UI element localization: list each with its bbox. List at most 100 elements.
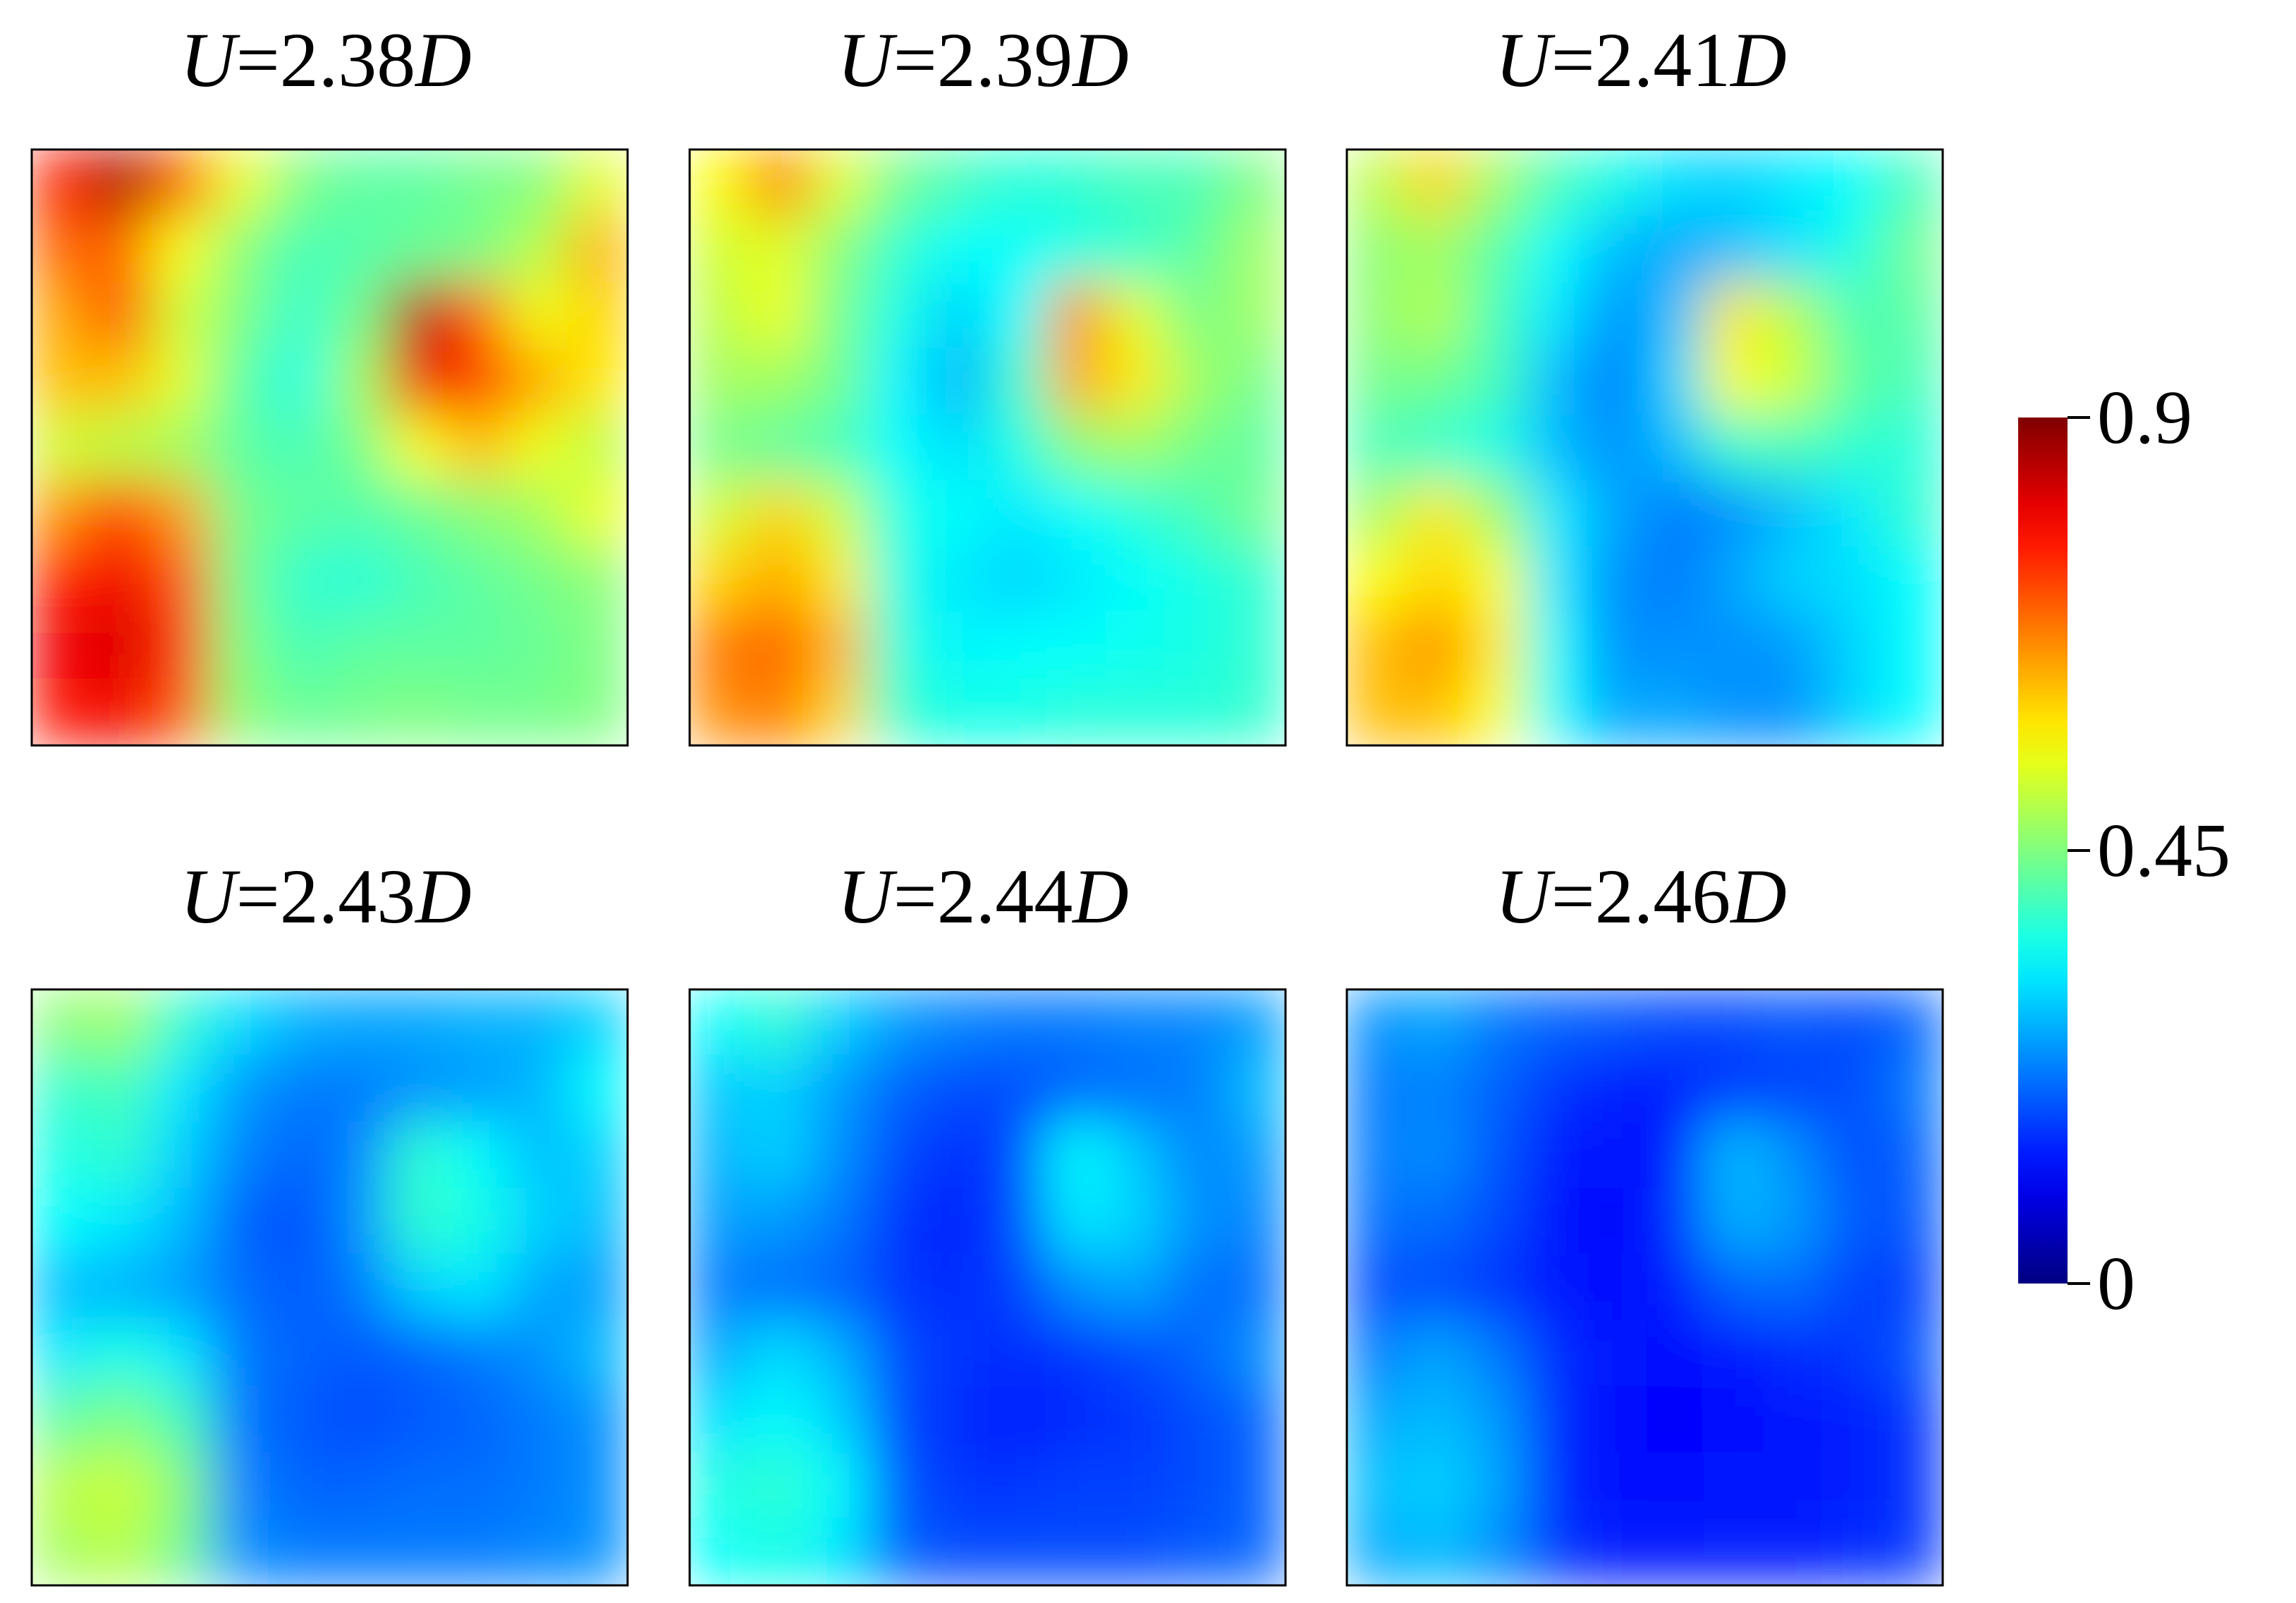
heatmap-cell: [927, 150, 989, 217]
heatmap-cell: [1644, 1386, 1705, 1454]
heatmap-cell: [567, 612, 628, 681]
heatmap-cell: [1347, 1054, 1407, 1123]
heatmap-cell: [329, 1518, 390, 1585]
heatmap-cell: [1525, 1121, 1586, 1189]
heatmap-cell: [1106, 413, 1167, 482]
heatmap-field: [690, 150, 1286, 745]
heatmap-cell: [1823, 989, 1884, 1056]
heatmap-cell: [269, 612, 331, 681]
heatmap-cell: [209, 1518, 271, 1585]
heatmap-cell: [1644, 480, 1705, 548]
heatmap-cell: [1704, 678, 1765, 745]
heatmap-cell: [748, 1452, 810, 1520]
heatmap-cell: [1166, 612, 1227, 681]
heatmap-cell: [1525, 546, 1586, 614]
heatmap-cell: [1763, 1452, 1824, 1520]
heatmap-cell: [150, 480, 212, 548]
heatmap-cell: [1763, 1253, 1824, 1322]
heatmap-cell: [927, 546, 989, 614]
heatmap-cell: [987, 1187, 1048, 1255]
heatmap-cell: [1347, 214, 1407, 283]
heatmap-cell: [867, 480, 929, 548]
heatmap-cell: [987, 1518, 1048, 1585]
heatmap-cell: [927, 612, 989, 681]
heatmap-cell: [329, 1187, 390, 1255]
heatmap-cell: [748, 214, 810, 283]
heatmap-cell: [1823, 678, 1884, 745]
heatmap-cell: [1166, 1253, 1227, 1322]
heatmap-cell: [209, 214, 271, 283]
heatmap-cell: [448, 612, 509, 681]
heatmap-cell: [1525, 612, 1586, 681]
heatmap-cell: [690, 1386, 750, 1454]
heatmap-cell: [150, 546, 212, 614]
heatmap-cell: [1347, 678, 1407, 745]
heatmap-cell: [567, 1054, 628, 1123]
heatmap-cell: [1106, 678, 1167, 745]
heatmap-cell: [1823, 1518, 1884, 1585]
heatmap-cell: [987, 413, 1048, 482]
heatmap-cell: [269, 989, 331, 1056]
heatmap-cell: [1465, 612, 1527, 681]
heatmap-cell: [1644, 150, 1705, 217]
heatmap-cell: [987, 214, 1048, 283]
heatmap-cell: [987, 281, 1048, 349]
heatmap-cell: [867, 150, 929, 217]
heatmap-cell: [1046, 612, 1108, 681]
heatmap-cell: [1046, 480, 1108, 548]
heatmap-cell: [567, 1386, 628, 1454]
heatmap-cell: [1405, 1319, 1467, 1388]
heatmap-cell: [508, 281, 569, 349]
heatmap-cell: [32, 546, 92, 614]
heatmap-cell: [150, 1253, 212, 1322]
heatmap-cell: [1225, 150, 1286, 217]
panel-frame: [688, 988, 1287, 1587]
heatmap-cell: [1225, 413, 1286, 482]
heatmap-cell: [1465, 1121, 1527, 1189]
heatmap-cell: [1823, 413, 1884, 482]
heatmap-cell: [448, 1253, 509, 1322]
heatmap-cell: [448, 989, 509, 1056]
heatmap-cell: [90, 214, 152, 283]
heatmap-cell: [987, 1054, 1048, 1123]
heatmap-cell: [1525, 1319, 1586, 1388]
heatmap-cell: [567, 989, 628, 1056]
heatmap-panel: U=2.39D: [688, 17, 1287, 747]
panel-title-variable: U: [180, 853, 240, 939]
panel-title-unit: D: [1729, 853, 1786, 939]
heatmap-cell: [1823, 480, 1884, 548]
heatmap-cell: [1704, 1319, 1765, 1388]
heatmap-cell: [690, 1187, 750, 1255]
heatmap-cell: [1584, 413, 1646, 482]
heatmap-cell: [1763, 612, 1824, 681]
panel-title-variable: U: [837, 17, 898, 103]
heatmap-cell: [1823, 1054, 1884, 1123]
heatmap-cell: [748, 480, 810, 548]
heatmap-cell: [748, 1518, 810, 1585]
heatmap-cell: [987, 150, 1048, 217]
heatmap-cell: [748, 678, 810, 745]
heatmap-cell: [269, 1253, 331, 1322]
heatmap-cell: [808, 1452, 869, 1520]
heatmap-cell: [808, 1253, 869, 1322]
heatmap-cell: [867, 1253, 929, 1322]
heatmap-cell: [90, 1452, 152, 1520]
heatmap-cell: [1347, 281, 1407, 349]
panel-title: U=2.41D: [1495, 17, 1786, 103]
heatmap-cell: [808, 1054, 869, 1123]
heatmap-cell: [269, 546, 331, 614]
heatmap-cell: [32, 612, 92, 681]
heatmap-cell: [448, 413, 509, 482]
heatmap-cell: [209, 1319, 271, 1388]
heatmap-cell: [1704, 1518, 1765, 1585]
heatmap-cell: [1823, 150, 1884, 217]
heatmap-cell: [90, 1054, 152, 1123]
heatmap-cell: [329, 1319, 390, 1388]
panel-title-unit: D: [414, 853, 471, 939]
heatmap-cell: [1704, 480, 1765, 548]
heatmap-cell: [987, 546, 1048, 614]
heatmap-cell: [90, 480, 152, 548]
heatmap-cell: [1644, 347, 1705, 415]
heatmap-cell: [1465, 1253, 1527, 1322]
